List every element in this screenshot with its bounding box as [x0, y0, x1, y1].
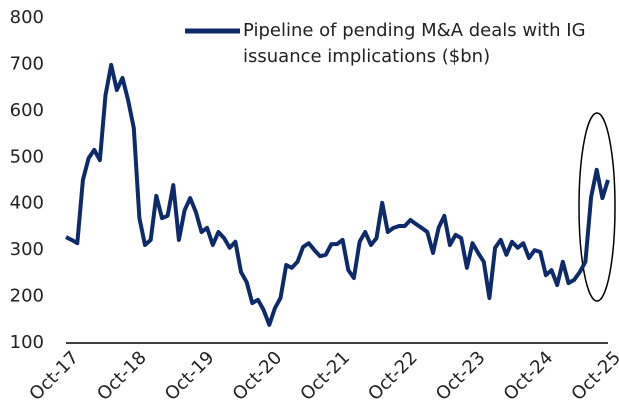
data-line: [65, 62, 610, 327]
x-tick-label: Oct-21: [296, 347, 354, 405]
x-tick-label: Oct-25: [567, 347, 619, 405]
y-tick-label: 100: [10, 332, 44, 353]
y-tick-label: 700: [10, 53, 44, 74]
x-tick-label: Oct-17: [25, 347, 83, 405]
x-tick-label: Oct-18: [93, 347, 151, 405]
highlight-ellipse: [578, 112, 616, 302]
x-tick-label: Oct-20: [229, 347, 287, 405]
x-tick-label: Oct-24: [500, 347, 558, 405]
y-tick-label: 500: [10, 146, 44, 167]
y-tick-label: 800: [10, 7, 44, 28]
y-tick-label: 600: [10, 100, 44, 121]
y-tick-label: 300: [10, 239, 44, 260]
y-tick-label: 200: [10, 286, 44, 307]
x-tick-label: Oct-19: [161, 347, 219, 405]
x-tick-label: Oct-23: [432, 347, 490, 405]
x-tick-label: Oct-22: [364, 347, 422, 405]
legend-label: Pipeline of pending M&A deals with IG is…: [243, 20, 586, 67]
y-tick-label: 400: [10, 193, 44, 214]
